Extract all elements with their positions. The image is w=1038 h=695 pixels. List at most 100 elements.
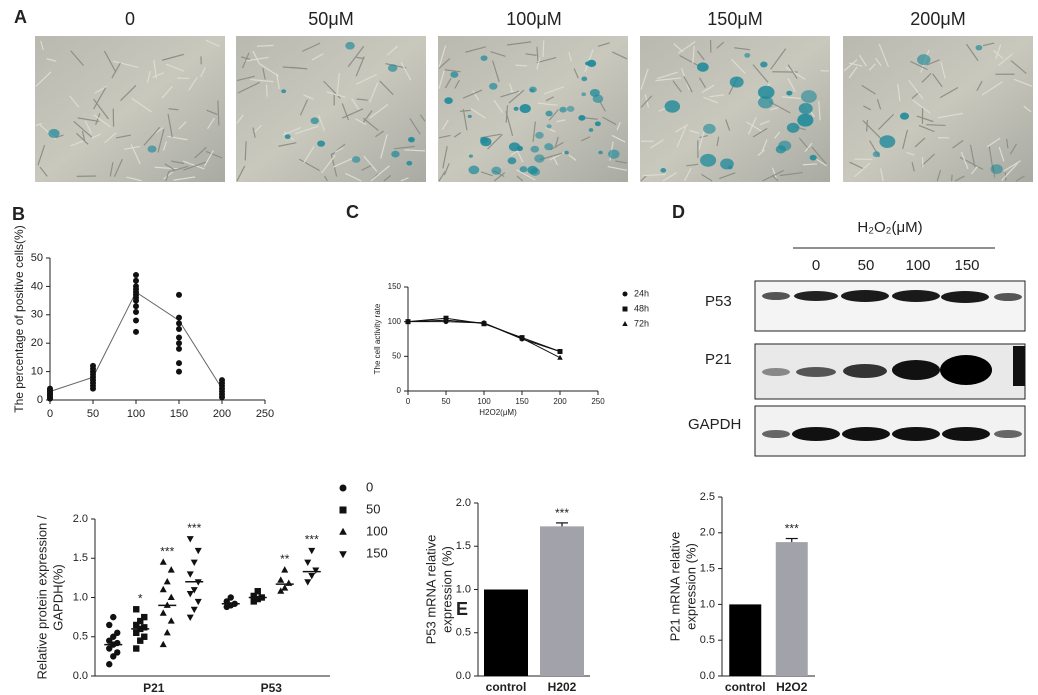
cell-streak [692,45,695,64]
cell-streak [444,69,461,73]
marker [106,645,113,652]
cell-streak [709,94,725,98]
cell-streak [950,174,953,182]
y-tick-label: 2.0 [73,513,88,525]
y-tick-label: 2.0 [700,527,715,539]
significance: *** [555,506,569,520]
cell-streak [995,44,1002,60]
cell-streak [321,154,336,174]
cell-streak [369,103,389,119]
cell-streak [568,154,577,161]
cell-streak [217,100,220,126]
marker [176,291,182,298]
micrograph [236,36,426,182]
marker [519,335,525,341]
y-tick-label: 1.0 [700,598,715,610]
marker [405,318,411,324]
cell-streak [183,161,207,171]
cell-streak [552,155,559,166]
cell-streak [237,81,260,94]
stained-cell [519,104,531,114]
stained-cell [507,157,517,165]
marker [443,317,449,323]
stained-cell [310,117,319,125]
cell-streak [1001,163,1018,182]
cell-streak [544,86,565,95]
marker [254,588,261,595]
blot-band [892,290,940,302]
marker [304,579,312,586]
cell-streak [259,63,280,77]
cell-streak [200,67,206,78]
cell-streak [932,73,943,88]
cell-streak [454,79,460,89]
cell-streak [952,139,964,149]
stained-cell [387,64,398,72]
blot-band [941,291,989,303]
cell-streak [916,115,934,123]
cell-streak [161,85,173,99]
marker [219,377,225,384]
x-axis-label: H2O2(μM) [479,408,517,417]
cell-streak [677,41,696,54]
cell-streak [73,120,93,138]
cell-streak [992,49,1004,59]
cell-streak [686,163,699,167]
x-tick-label: P53 [261,681,283,695]
marker [133,606,140,613]
blot-band [762,292,790,300]
cell-streak [643,173,666,177]
cell-streak [746,121,764,133]
cell-streak [612,51,628,60]
marker [133,308,139,315]
blot-edge [1013,346,1025,386]
marker [110,633,117,640]
cell-streak [537,102,558,106]
marker [133,317,139,324]
cell-streak [35,122,42,127]
legend-label: 0 [366,479,373,494]
stained-cell [757,96,774,109]
x-tick-label: H2O2 [776,680,808,694]
y-axis-label: expression (%) [683,543,698,630]
cell-streak [356,98,368,101]
y-tick-label: 0.0 [700,670,715,682]
cell-streak [1010,60,1027,74]
marker [281,566,289,573]
cell-streak [878,43,889,67]
y-tick-label: 50 [392,351,401,360]
cell-streak [167,113,173,138]
marker [190,587,198,594]
cell-streak [971,166,978,175]
cell-streak [1015,175,1025,182]
marker [304,559,312,567]
micrograph-label: 150μM [707,9,762,29]
stained-cell [757,85,775,99]
stained-cell [444,97,453,105]
y-axis-label: The percentage of positive cells(%) [12,225,26,412]
cell-streak [93,87,107,110]
cell-streak [545,126,556,133]
cell-streak [602,116,617,126]
stained-cell [594,121,601,127]
y-tick-label: 0.5 [73,631,88,643]
cell-streak [163,171,174,180]
y-axis-label: The cell activity rate [373,303,382,374]
marker [194,547,202,555]
marker [141,613,148,621]
cell-streak [779,171,803,177]
legend-label: 48h [634,303,649,313]
cell-streak [1009,143,1018,155]
cell-streak [866,119,868,132]
cell-streak [861,84,876,95]
marker [90,362,96,369]
cell-streak [492,60,500,82]
cell-streak [404,149,426,152]
y-axis-label: GAPDH(%) [50,564,65,630]
cell-streak [130,144,141,165]
cell-streak [375,130,384,138]
cell-streak [236,75,255,82]
blot-band [792,427,840,441]
marker [176,326,182,332]
x-tick-label: 100 [477,397,491,406]
